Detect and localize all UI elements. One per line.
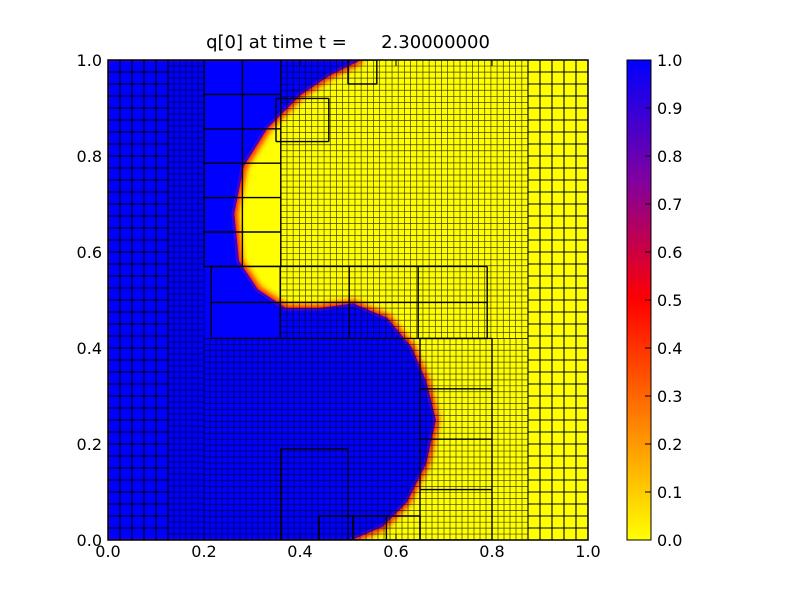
colorbar-tick-label: 0.2: [657, 435, 682, 454]
amr-patch-grid: [419, 337, 493, 540]
colorbar-tick-label: 0.1: [657, 483, 682, 502]
colorbar-tick-label: 1.0: [657, 51, 682, 70]
amr-patch-grid: [203, 60, 282, 268]
colorbar-tick-label: 0.7: [657, 195, 682, 214]
amr-patch-grid: [318, 515, 421, 540]
y-tick-label: 0.0: [77, 531, 102, 550]
plot-area: [108, 60, 588, 540]
plot-frame: [107, 59, 589, 541]
amr-patch-grid: [210, 265, 488, 340]
amr-patch-grid: [347, 60, 378, 85]
y-tick-label: 0.6: [77, 243, 102, 262]
y-tick-label: 1.0: [77, 51, 102, 70]
colorbar: 0.0 0.1 0.2 0.3 0.4 0.5 0.6 0.7 0.8 0.9 1.0: [626, 51, 682, 550]
x-tick-label: 1.0: [575, 542, 600, 561]
colorbar-tick-label: 0.4: [657, 339, 682, 358]
y-axis: 0.0 0.2 0.4 0.6 0.8 1.0: [77, 51, 588, 550]
amr-patch-level-2: [280, 60, 529, 339]
x-tick-label: 0.2: [191, 542, 216, 561]
x-tick-label: 0.4: [287, 542, 312, 561]
amr-patch-level-3: [210, 265, 488, 340]
colorbar-tick-label: 0.0: [657, 531, 682, 550]
x-tick-label: 0.8: [479, 542, 504, 561]
amr-patch-grid: [280, 60, 529, 339]
colorbar-tick-label: 0.6: [657, 243, 682, 262]
y-tick-label: 0.2: [77, 435, 102, 454]
colorbar-tick-label: 0.3: [657, 387, 682, 406]
chart-title: q[0] at time t = 2.30000000: [206, 32, 490, 53]
x-tick-label: 0.6: [383, 542, 408, 561]
amr-patch-grid: [527, 60, 588, 540]
amr-patch-level-3: [275, 97, 330, 143]
amr-patch-level-1: [527, 60, 588, 540]
x-axis: 0.0 0.2 0.4 0.6 0.8 1.0: [95, 60, 601, 561]
y-tick-label: 0.8: [77, 147, 102, 166]
colorbar-tick-label: 0.8: [657, 147, 682, 166]
amr-grid-layer: [108, 60, 588, 540]
amr-patch-grid: [108, 60, 169, 540]
amr-patch-grid: [167, 60, 205, 540]
x-tick-label: 0.0: [95, 542, 120, 561]
amr-patch-level-3: [318, 515, 421, 540]
amr-patch-level-1: [108, 60, 169, 540]
amr-patch-level-3: [347, 60, 378, 85]
colorbar-tick-label: 0.9: [657, 99, 682, 118]
colorbar-tick-label: 0.5: [657, 291, 682, 310]
amr-patch-level-3: [419, 337, 493, 540]
colorbar-ticks: 0.0 0.1 0.2 0.3 0.4 0.5 0.6 0.7 0.8 0.9 1.0: [645, 51, 682, 550]
y-tick-label: 0.4: [77, 339, 102, 358]
amr-patch-grid: [275, 97, 330, 143]
amr-patch-level-3: [280, 448, 349, 540]
amr-patch-grid: [280, 448, 349, 540]
amr-patch-level-2: [167, 60, 205, 540]
amr-patch-level-3: [203, 60, 282, 268]
